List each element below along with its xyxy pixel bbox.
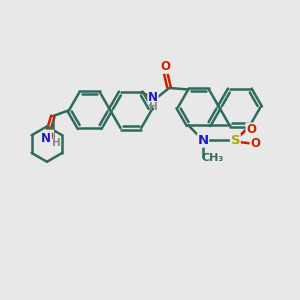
- Text: S: S: [231, 134, 240, 147]
- Text: H: H: [148, 102, 157, 112]
- Text: O: O: [250, 137, 260, 150]
- Text: N: N: [41, 132, 51, 145]
- Text: CH₃: CH₃: [201, 153, 224, 163]
- Text: N: N: [197, 134, 208, 147]
- Text: H: H: [52, 138, 61, 148]
- Text: O: O: [246, 123, 256, 136]
- Text: O: O: [44, 130, 53, 143]
- Text: O: O: [160, 60, 171, 73]
- Text: N: N: [148, 91, 158, 104]
